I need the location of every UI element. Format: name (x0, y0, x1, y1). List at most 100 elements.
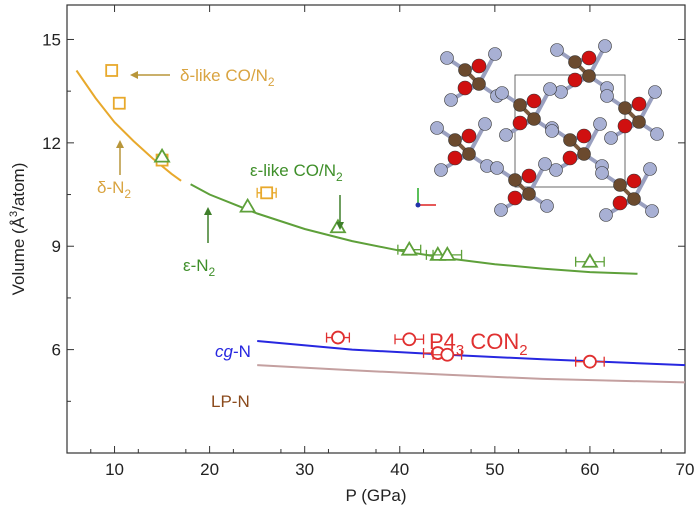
inset-atom-N (543, 82, 557, 96)
delta-like-label: δ-like CO/N2 (180, 66, 275, 89)
inset-atom-N (430, 121, 444, 135)
cgN-label: cg-N (215, 342, 251, 361)
inset-atom-C (508, 173, 522, 187)
delta_fit-curve (75, 69, 182, 182)
inset-atom-C (632, 115, 646, 129)
inset-atom-O (581, 50, 597, 66)
x-tick-label: 60 (580, 460, 599, 479)
inset-atom-O (471, 58, 487, 74)
inset-atom-C (458, 63, 472, 77)
inset-atom-C (527, 112, 541, 126)
inset-atom-O (626, 173, 642, 189)
inset-atom-N (495, 86, 509, 100)
inset-atom-C (472, 77, 486, 91)
y-tick-label: 15 (42, 30, 61, 49)
inset-atom-N (434, 163, 448, 177)
x-tick-label: 40 (390, 460, 409, 479)
axes: 10 20 30 40 50 60 70 6 9 12 15 (42, 5, 694, 479)
inset-atom-O (617, 118, 633, 134)
inset-atom-N (650, 127, 664, 141)
inset-atom-N (478, 117, 492, 131)
p43_con2-point (331, 330, 345, 345)
x-tick-label: 10 (105, 460, 124, 479)
epsilon_like-point (329, 218, 347, 234)
inset-atom-C (513, 98, 527, 112)
inset-atom-O (461, 128, 477, 144)
inset-atom-N (643, 162, 657, 176)
fit-curves (75, 69, 686, 384)
lpN_line-curve (257, 364, 686, 384)
inset-atom-C (522, 187, 536, 201)
inset-atom-N (598, 39, 612, 53)
inset-atom-O (567, 72, 583, 88)
inset-atom-N (499, 128, 513, 142)
lpN-label: LP-N (211, 392, 250, 411)
epsilon_like-point (239, 197, 257, 213)
inset-atom-N (593, 117, 607, 131)
inset-atom-C (577, 147, 591, 161)
epsilon_like-point (400, 240, 418, 256)
epsilon_fit-curve (190, 183, 638, 275)
inset-atom-N (648, 85, 662, 99)
inset-atom-N (549, 163, 563, 177)
x-axis-title: P (GPa) (345, 486, 406, 505)
inset-atom-O (631, 96, 647, 112)
inset-atom-O (512, 115, 528, 131)
data-markers (105, 64, 605, 369)
inset-atom-O (562, 150, 578, 166)
inset-atom-C (627, 192, 641, 206)
inset-atom-N (440, 51, 454, 65)
inset-atom-N (550, 43, 564, 57)
eps-n2-label: ε-N2 (183, 256, 216, 279)
p43_con2-point (402, 332, 417, 347)
inset-atom-O (457, 80, 473, 96)
inset-atom-C (613, 178, 627, 192)
inset-atom-N (540, 199, 554, 213)
inset-atom-N (494, 203, 508, 217)
inset-atom-N (600, 89, 614, 103)
delta_like-point (112, 96, 126, 110)
epsilon_like-point (153, 147, 171, 163)
inset-atom-N (599, 208, 613, 222)
delta_like-point (105, 64, 119, 77)
inset-atom-O (526, 93, 542, 109)
inset-atom-O (447, 150, 463, 166)
inset-atom-N (595, 166, 609, 180)
x-tick-label: 70 (676, 460, 695, 479)
inset-atom-C (462, 147, 476, 161)
inset-atom-C (448, 133, 462, 147)
inset-atom-N (604, 131, 618, 145)
y-tick-label: 9 (52, 237, 61, 256)
p43-label: P43 CON2 (429, 329, 528, 359)
inset-atom-C (568, 55, 582, 69)
eps-like-label: ε-like CO/N2 (250, 161, 343, 184)
p43_con2-point (440, 347, 455, 362)
inset-atom-C (563, 133, 577, 147)
inset-atom-N (490, 161, 504, 175)
inset-atom-N (545, 124, 559, 138)
inset-atom-N (444, 93, 458, 107)
inset-atom-O (612, 195, 628, 211)
y-tick-label: 6 (52, 341, 61, 360)
x-tick-label: 30 (295, 460, 314, 479)
y-tick-label: 12 (42, 134, 61, 153)
y-axis-title: Volume (Å3/atom) (8, 163, 28, 296)
crystal-structure-inset (415, 39, 664, 222)
delta_like-point (260, 186, 274, 200)
inset-atoms (430, 39, 664, 222)
inset-atom-N (488, 47, 502, 61)
epsilon_like-point (438, 246, 456, 261)
inset-atom-C (582, 69, 596, 83)
x-tick-label: 50 (485, 460, 504, 479)
p43_con2-point (583, 354, 597, 369)
x-tick-label: 20 (200, 460, 219, 479)
epsilon_like-point (581, 252, 599, 268)
inset-atom-N (645, 204, 659, 218)
inset-atom-C (618, 101, 632, 115)
inset-atom-O (507, 190, 523, 206)
axis-triad-icon (415, 188, 436, 208)
inset-atom-O (576, 128, 592, 144)
inset-atom-O (521, 168, 537, 184)
delta-n2-label: δ-N2 (97, 178, 131, 201)
